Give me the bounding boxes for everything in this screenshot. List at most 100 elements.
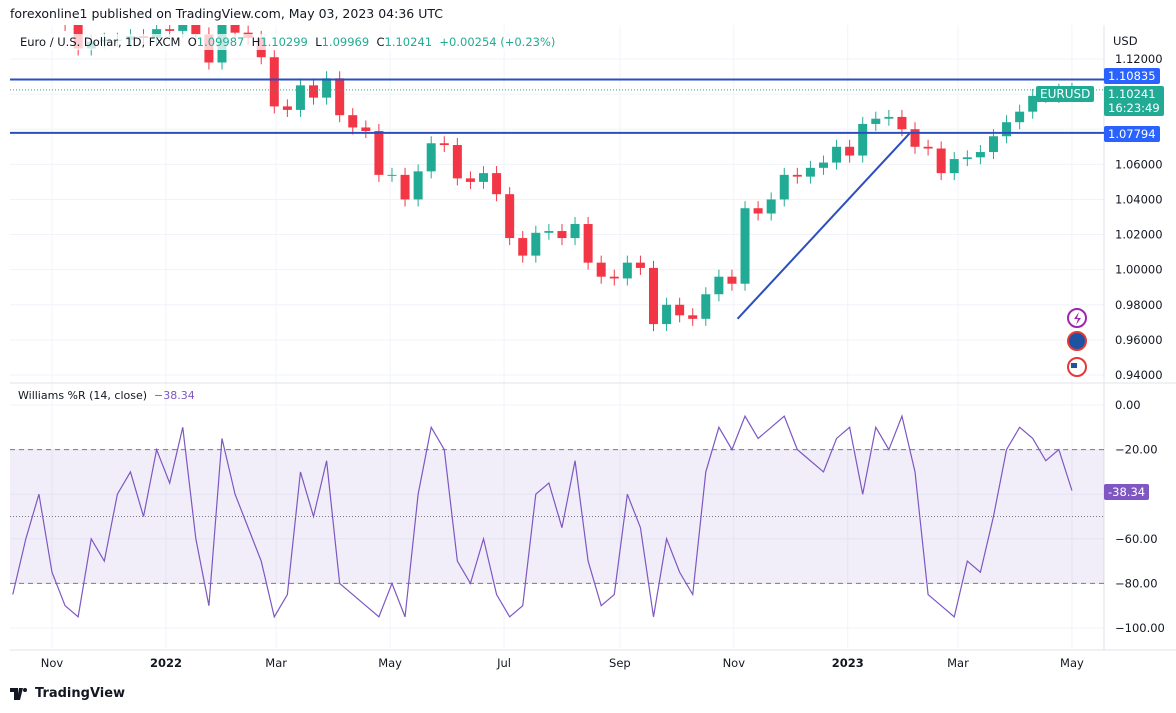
candle-body (374, 130, 384, 175)
indicator-tick-label: −20.00 (1115, 443, 1158, 457)
trend-line (736, 132, 911, 320)
resistance-price-badge: 1.10835 (1104, 68, 1160, 84)
candle-body (805, 167, 815, 177)
candle-body (361, 127, 371, 131)
price-tick-label: 1.06000 (1115, 157, 1163, 171)
candle-body (335, 78, 345, 116)
open-label: O (187, 35, 197, 49)
indicator-value: −38.34 (154, 389, 195, 402)
eu-flag-icon[interactable] (1067, 331, 1087, 351)
candle-body (897, 116, 907, 130)
candle-body (949, 159, 959, 174)
candle-body (230, 25, 240, 33)
candle-body (400, 174, 410, 200)
candle-body (282, 106, 292, 110)
open-value: 1.09987 (196, 35, 245, 49)
candle-body (845, 146, 855, 156)
high-label: H (251, 35, 261, 49)
candle-body (479, 173, 489, 182)
candle-body (609, 276, 619, 279)
candle-body (557, 231, 567, 239)
candle-body (662, 304, 672, 325)
x-tick-label: 2023 (832, 656, 864, 670)
x-tick-label: Nov (723, 656, 746, 670)
candle-body (975, 152, 985, 158)
x-tick-label: Jul (496, 656, 511, 670)
candle-body (871, 118, 881, 124)
x-tick-label: May (378, 656, 402, 670)
candle-body (518, 238, 528, 256)
candle-body (152, 29, 162, 38)
candle-body (635, 262, 645, 268)
last-price: 1.10241 (1108, 87, 1156, 101)
candle-body (191, 25, 201, 35)
candle-body (439, 143, 449, 146)
candle-body (492, 173, 502, 195)
candle-body (753, 208, 763, 214)
bar-countdown: 16:23:49 (1108, 101, 1160, 115)
candle-body (322, 78, 332, 98)
candle-body (766, 199, 776, 214)
candle-body (779, 174, 789, 200)
last-price-badge: 1.10241 16:23:49 (1104, 86, 1164, 116)
x-tick-label: 2022 (150, 656, 182, 670)
candle-body (740, 208, 750, 284)
price-tick-label: 0.94000 (1115, 368, 1163, 382)
x-tick-label: Nov (41, 656, 64, 670)
candle-body (884, 116, 894, 119)
close-value: 1.10241 (384, 35, 433, 49)
tradingview-logo-icon (10, 687, 27, 700)
indicator-name[interactable]: Williams %R (14, close) (18, 389, 148, 402)
candle-body (465, 178, 475, 182)
candle-body (426, 143, 436, 172)
candle-body (505, 194, 515, 239)
candle-body (858, 123, 868, 156)
candle-body (178, 25, 188, 31)
candle-body (988, 136, 998, 153)
indicator-value-badge: -38.34 (1104, 484, 1150, 500)
candle-body (622, 262, 632, 279)
footer-brand: TradingView (35, 686, 126, 701)
indicator-tick-label: −60.00 (1115, 532, 1158, 546)
high-value: 1.10299 (260, 35, 308, 49)
williams-r-line (12, 414, 1073, 619)
symbol-legend: Euro / U.S. Dollar, 1D, FXCM O1.09987 H1… (18, 34, 558, 50)
candle-body (1015, 111, 1025, 123)
candle-body (675, 304, 685, 316)
publisher-line: forexonline1 published on TradingView.co… (10, 6, 443, 21)
candle-body (1002, 122, 1012, 137)
change-value: +0.00254 (+0.23%) (439, 35, 556, 49)
price-tick-label: 0.96000 (1115, 333, 1163, 347)
indicator-tick-label: −80.00 (1115, 576, 1158, 590)
candle-body (544, 231, 554, 233)
candle-body (61, 3, 70, 24)
candle-body (923, 146, 933, 149)
x-tick-label: Mar (265, 656, 287, 670)
symbol-title[interactable]: Euro / U.S. Dollar, 1D, FXCM (20, 35, 181, 49)
tradingview-logo[interactable]: TradingView (10, 686, 125, 701)
candle-body (452, 145, 462, 179)
currency-label: USD (1113, 34, 1138, 48)
us-flag-canton (1071, 363, 1077, 368)
close-label: C (376, 35, 385, 49)
x-tick-label: May (1060, 656, 1084, 670)
candle-body (348, 115, 358, 128)
candle-body (570, 224, 580, 239)
lightning-glyph (1074, 312, 1081, 325)
low-label: L (315, 35, 322, 49)
price-tick-label: 1.00000 (1115, 263, 1163, 277)
candle-body (688, 315, 698, 319)
indicator-legend: Williams %R (14, close) −38.34 (18, 389, 195, 402)
candle-body (962, 157, 972, 160)
price-tick-label: 1.12000 (1115, 52, 1163, 66)
candle-body (48, 0, 57, 3)
candle-body (583, 224, 593, 263)
price-tick-label: 1.02000 (1115, 228, 1163, 242)
candle-body (714, 276, 724, 295)
candle-body (269, 57, 279, 107)
candle-body (792, 174, 802, 177)
candle-body (727, 276, 737, 284)
x-tick-label: Sep (609, 656, 631, 670)
x-tick-label: Mar (947, 656, 969, 670)
